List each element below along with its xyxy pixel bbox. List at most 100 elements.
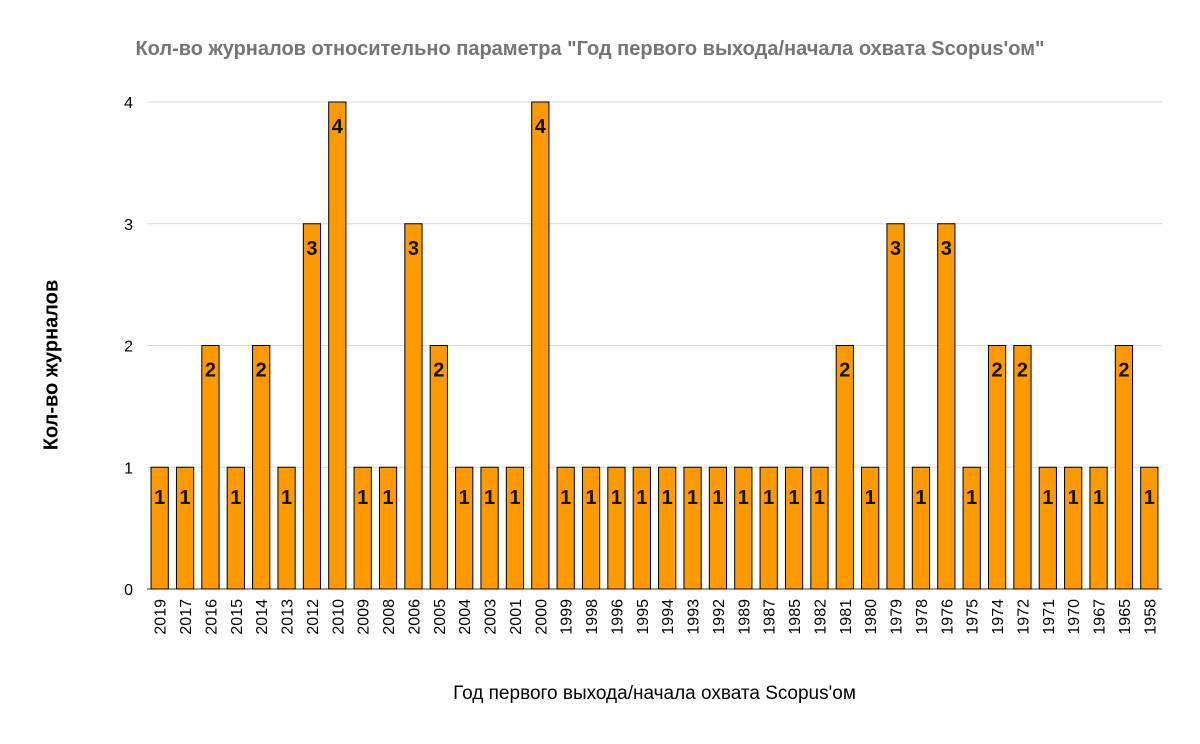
x-tick-label: 2019	[153, 599, 170, 635]
data-label: 1	[459, 487, 470, 509]
data-label: 2	[1017, 360, 1028, 382]
x-tick-label: 1993	[686, 599, 703, 635]
bar	[835, 345, 854, 590]
x-tick-label: 2001	[508, 599, 525, 635]
data-label: 1	[763, 487, 774, 509]
x-tick-label: 2014	[254, 599, 271, 635]
data-label: 1	[687, 487, 698, 509]
data-label: 1	[915, 487, 926, 509]
bar	[1089, 466, 1108, 590]
x-tick-label: 1982	[812, 599, 829, 635]
bar	[1114, 345, 1134, 590]
data-label: 3	[306, 238, 317, 260]
data-label: 1	[484, 487, 495, 509]
x-tick-label: 2008	[381, 599, 398, 635]
x-tick-label: 1992	[711, 599, 728, 635]
bar	[632, 466, 651, 590]
data-label: 1	[383, 487, 394, 509]
bar	[531, 101, 550, 590]
bar	[201, 345, 220, 590]
data-label: 1	[230, 487, 241, 509]
data-label: 2	[205, 360, 216, 382]
x-tick-label: 1970	[1066, 599, 1083, 635]
y-tick-label: 4	[124, 95, 133, 112]
x-tick-label: 1979	[889, 599, 906, 635]
bar	[480, 466, 499, 590]
x-tick-label: 1958	[1142, 599, 1159, 635]
bar	[404, 223, 423, 590]
data-label: 1	[1093, 487, 1104, 509]
bar	[150, 466, 169, 590]
x-tick-label: 1974	[990, 599, 1007, 635]
bar	[1013, 345, 1032, 590]
bar	[658, 466, 677, 590]
x-tick-label: 2010	[330, 599, 347, 635]
x-tick-label: 1972	[1015, 599, 1032, 635]
data-label: 1	[865, 487, 876, 509]
bar	[683, 466, 702, 590]
x-tick-label: 2012	[305, 599, 322, 635]
data-label: 1	[814, 487, 825, 509]
x-tick-label: 1985	[787, 599, 804, 635]
bar	[277, 466, 296, 590]
bar	[734, 466, 753, 590]
data-label: 1	[586, 487, 597, 509]
chart-title: Кол-во журналов относительно параметра "…	[135, 38, 1045, 60]
x-tick-label: 1981	[838, 599, 855, 635]
data-label: 3	[941, 238, 952, 260]
x-tick-label: 1975	[965, 599, 982, 635]
bar	[328, 101, 347, 590]
bar	[1038, 466, 1057, 590]
bars	[150, 101, 1159, 590]
data-label: 1	[662, 487, 673, 509]
x-tick-label: 1978	[914, 599, 931, 635]
data-label: 1	[1144, 487, 1155, 509]
data-label: 1	[357, 487, 368, 509]
y-tick-label: 1	[124, 460, 133, 477]
bar	[302, 223, 322, 590]
x-tick-label: 1971	[1041, 599, 1058, 635]
data-label: 1	[509, 487, 520, 509]
data-label: 1	[789, 487, 800, 509]
y-tick-label: 2	[124, 339, 133, 356]
data-label: 2	[992, 360, 1003, 382]
data-label: 4	[535, 116, 547, 138]
data-label: 1	[560, 487, 571, 509]
data-label: 1	[966, 487, 977, 509]
bar	[987, 345, 1007, 590]
x-tick-label: 2013	[280, 599, 297, 635]
data-label: 2	[839, 360, 850, 382]
x-tick-label: 1976	[939, 599, 956, 635]
data-label: 4	[332, 116, 344, 138]
data-label: 1	[1068, 487, 1079, 509]
x-tick-label: 2015	[229, 599, 246, 635]
x-tick-label: 1998	[584, 599, 601, 635]
bar	[581, 466, 601, 590]
data-label: 1	[154, 487, 165, 509]
bar	[784, 466, 804, 590]
grid-lines	[147, 101, 1162, 590]
x-tick-label: 2004	[457, 599, 474, 635]
bar	[886, 223, 905, 590]
x-axis-title: Год первого выхода/начала охвата Scopus'…	[453, 683, 856, 704]
bar	[1140, 466, 1159, 590]
data-label: 1	[636, 487, 647, 509]
y-tick-label: 3	[124, 217, 133, 234]
bar	[455, 466, 474, 590]
y-tick-label: 0	[124, 582, 133, 599]
bar	[556, 466, 575, 590]
x-tick-label: 1967	[1092, 599, 1109, 635]
x-tick-label: 1987	[762, 599, 779, 635]
bar	[911, 466, 931, 590]
x-tick-label: 1996	[609, 599, 626, 635]
bar	[861, 466, 880, 590]
data-label: 3	[890, 238, 901, 260]
x-tick-label: 2005	[432, 599, 449, 635]
bar	[708, 466, 728, 590]
x-tick-label: 2006	[406, 599, 423, 635]
bar	[378, 466, 398, 590]
x-axis-ticks: 2019 2017 2016 2015 2014 2013 2012 2010 2009 2008…	[153, 599, 1160, 635]
x-tick-label: 2016	[203, 599, 220, 635]
